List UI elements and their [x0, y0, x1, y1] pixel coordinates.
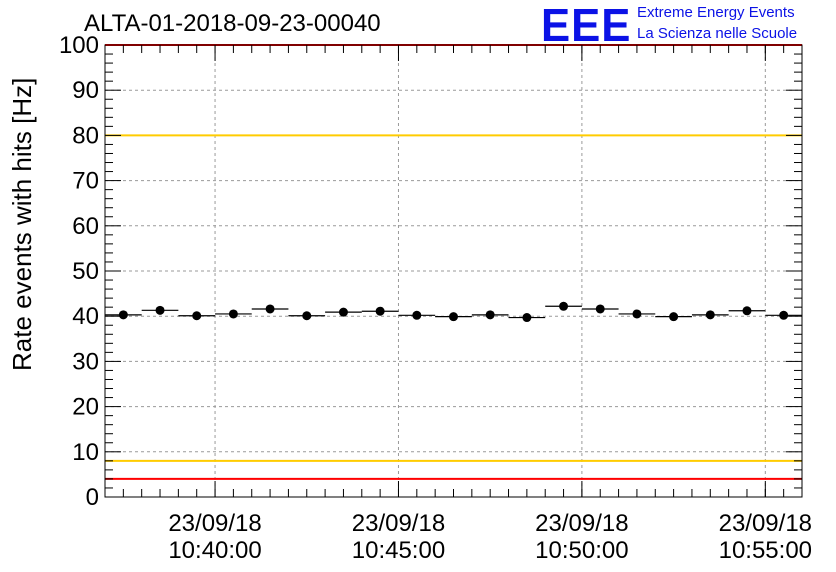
x-tick-label-time: 10:45:00: [352, 537, 445, 564]
y-tick-label: 80: [72, 122, 99, 149]
y-tick-label: 0: [86, 484, 99, 511]
data-point: [155, 305, 165, 315]
x-tick-label-time: 10:50:00: [535, 537, 628, 564]
data-point: [375, 306, 385, 316]
y-axis-label: Rate events with hits [Hz]: [7, 78, 37, 371]
data-point: [412, 310, 422, 320]
chart-title: ALTA-01-2018-09-23-00040: [84, 10, 381, 37]
data-point: [742, 306, 752, 316]
data-point: [669, 312, 679, 322]
y-tick-label: 10: [72, 439, 99, 466]
y-tick-label: 40: [72, 303, 99, 330]
data-point: [559, 301, 569, 311]
axis-ticks: [104, 44, 803, 498]
eee-logo: EEE: [541, 0, 632, 51]
axis-labels: Rate events with hits [Hz] 0 10 20 30 40 50 60…: [7, 32, 812, 564]
reference-lines: [105, 44, 802, 480]
data-point: [632, 309, 642, 319]
data-point: [265, 304, 275, 314]
logo-line-2: La Scienza nelle Scuole: [637, 25, 798, 42]
y-tick-label: 60: [72, 213, 99, 240]
data-point: [779, 310, 789, 320]
data-point: [192, 311, 202, 321]
data-point: [485, 310, 495, 320]
y-tick-label: 90: [72, 77, 99, 104]
x-tick-label-date: 23/09/18: [719, 510, 812, 537]
x-tick-label-date: 23/09/18: [535, 510, 628, 537]
data-point: [118, 310, 128, 320]
data-point: [595, 304, 605, 314]
data-point: [522, 313, 532, 323]
data-point: [705, 310, 715, 320]
x-tick-label-date: 23/09/18: [168, 510, 261, 537]
data-point: [449, 312, 458, 322]
y-tick-label: 70: [72, 168, 99, 195]
logo-line-1: Extreme Energy Events: [637, 4, 795, 21]
y-tick-label: 30: [72, 348, 99, 375]
x-tick-label-time: 10:40:00: [168, 537, 261, 564]
data-point: [302, 311, 312, 321]
y-tick-label: 100: [59, 32, 99, 59]
grid-lines: [105, 45, 802, 497]
data-point: [338, 307, 348, 317]
data-points: [105, 301, 802, 323]
y-tick-label: 50: [72, 258, 99, 285]
data-point: [228, 309, 238, 319]
y-tick-label: 20: [72, 394, 99, 421]
x-tick-label-time: 10:55:00: [719, 537, 812, 564]
x-tick-label-date: 23/09/18: [352, 510, 445, 537]
